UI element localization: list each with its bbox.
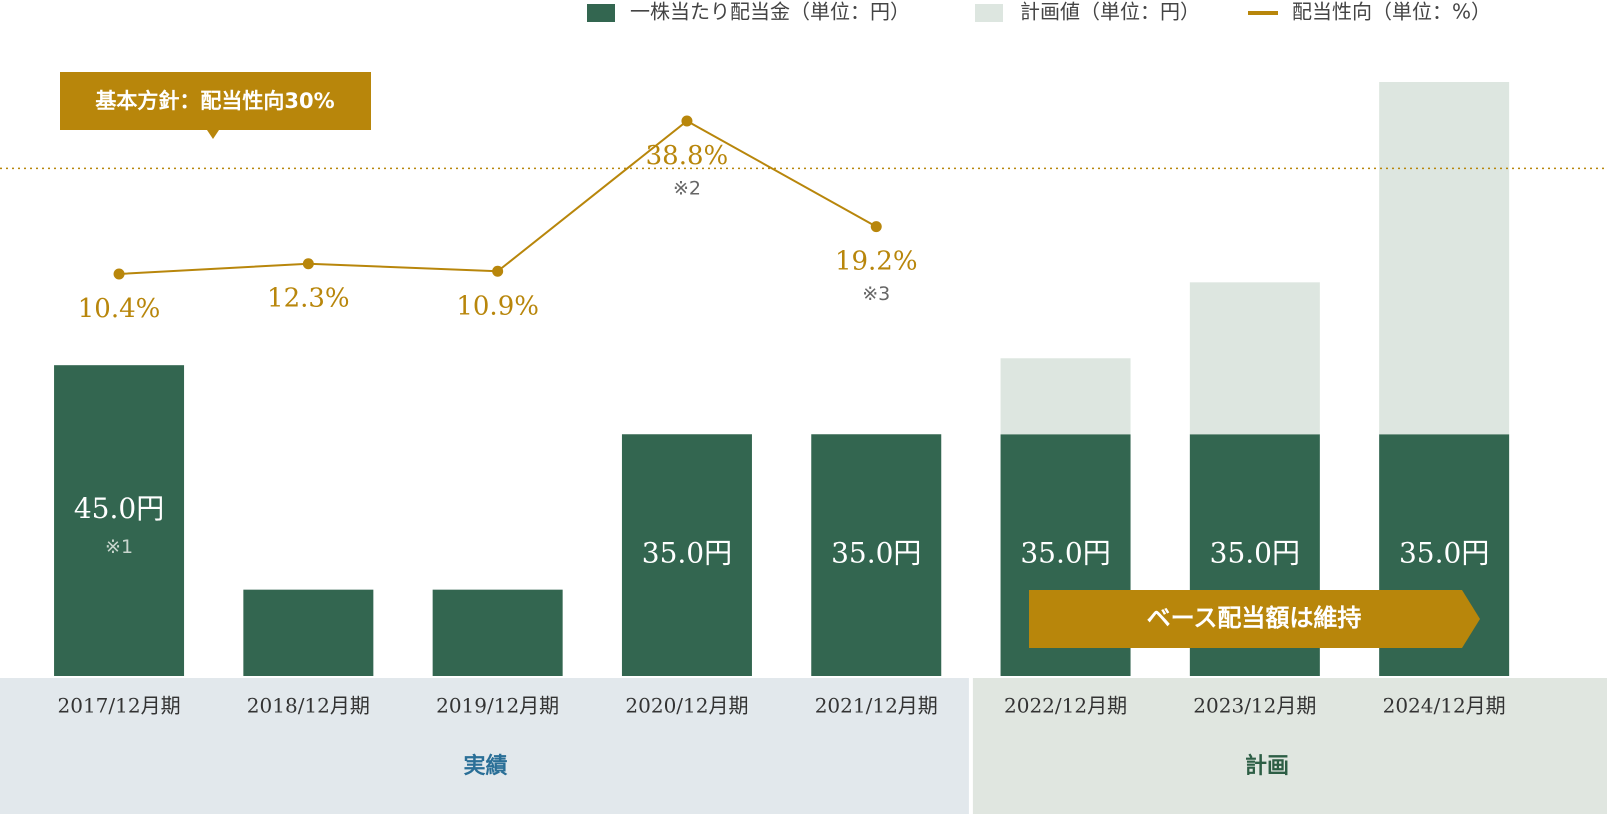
planned-bar [1000,358,1131,435]
payout-point [113,268,125,280]
line-note: ※2 [673,178,701,200]
payout-line [118,119,877,275]
banner-label: ベース配当額は維持 [1147,604,1362,632]
bar-value-label: 12.5円 [452,537,542,570]
callout-pointer [207,130,219,139]
x-tick-label: 2024/12月期 [1383,694,1506,718]
callout-box [60,72,371,130]
bar-value-label: 35.0円 [642,537,732,570]
line-value-label: 10.9% [456,291,539,321]
line-value-label: 12.3% [267,284,350,314]
group-panel [972,678,1607,814]
group-panel [0,678,969,814]
bar [54,365,185,676]
bar [621,434,752,676]
legend-swatch [587,4,615,22]
bar-value-label: 45.0円 [74,492,164,525]
legend-swatch [975,4,1003,22]
planned-bar [1189,282,1320,435]
x-tick-label: 2018/12月期 [247,694,370,718]
legend-label: 配当性向（単位：%） [1292,0,1491,24]
legend-label: 一株当たり配当金（単位：円） [630,0,910,24]
payout-point [492,265,504,277]
line-value-label: 10.4% [78,294,161,324]
bar-value-label: 35.0円 [1399,537,1489,570]
payout-point [302,258,314,270]
bar [243,589,374,676]
x-tick-label: 2021/12月期 [815,694,938,718]
planned-bar [1379,82,1510,435]
legend-label: 計画値（単位：円） [1020,0,1200,24]
x-tick-label: 2017/12月期 [58,694,181,718]
bar-value-label: 12.5円 [263,537,353,570]
line-note: ※3 [862,283,890,305]
line-value-label: 19.2% [835,247,918,277]
x-tick-label: 2019/12月期 [436,694,559,718]
x-tick-label: 2020/12月期 [625,694,748,718]
payout-point [681,115,693,127]
bar-value-label: 35.0円 [1210,537,1300,570]
bar-value-label: 35.0円 [1020,537,1110,570]
bar [432,589,563,676]
bar-note: ※1 [105,536,133,558]
bar [811,434,942,676]
bar-value-label: 35.0円 [831,537,921,570]
callout-label: 基本方針：配当性向30% [95,89,334,113]
x-tick-label: 2022/12月期 [1004,694,1127,718]
payout-point [870,221,882,233]
line-value-label: 38.8% [646,141,729,171]
group-label: 実績 [463,753,507,779]
group-label: 計画 [1245,753,1289,779]
banner-arrow [1029,590,1480,648]
x-tick-label: 2023/12月期 [1193,694,1316,718]
